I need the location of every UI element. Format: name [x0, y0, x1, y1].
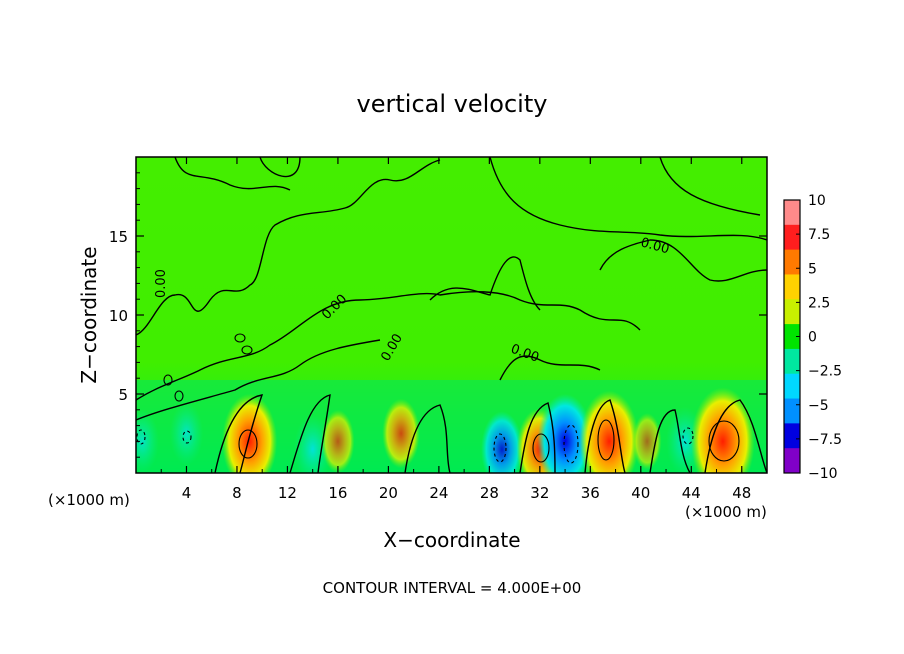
x-tick-label: 8 — [232, 484, 242, 502]
velocity-cells — [136, 387, 755, 473]
colorbar-swatch — [784, 324, 800, 350]
velocity-cell — [480, 411, 523, 473]
x-axis: 4 8 12 16 20 24 28 32 36 40 44 48 — [160, 157, 751, 502]
colorbar-swatch — [784, 398, 800, 424]
colorbar-swatch — [784, 348, 800, 375]
velocity-cell — [579, 390, 640, 473]
x-tick-label: 12 — [278, 484, 297, 502]
contour-label: 0.00 — [154, 269, 169, 298]
y-axis-label: Z−coordinate — [77, 246, 101, 383]
contour-interval-note: CONTOUR INTERVAL = 4.000E+00 — [323, 579, 582, 597]
x-tick-label: 40 — [631, 484, 650, 502]
colorbar-label: 2.5 — [808, 295, 830, 311]
colorbar: 10 7.5 5 2.5 0 −2.5 −5 −7.5 −10 — [783, 193, 842, 482]
colorbar-label: 0 — [808, 330, 817, 346]
velocity-cell — [382, 398, 420, 469]
x-tick-label: 44 — [682, 484, 701, 502]
colorbar-swatch — [784, 423, 800, 449]
colorbar-label: 10 — [808, 193, 826, 209]
colorbar-swatch — [784, 448, 800, 474]
plot-area: 0.00 0.00 0.00 0.00 0.00 — [136, 157, 767, 473]
colorbar-swatch — [784, 224, 800, 251]
colorbar-swatch — [784, 249, 800, 275]
x-tick-label: 28 — [480, 484, 499, 502]
y-tick-label: 15 — [109, 228, 128, 246]
chart-title: vertical velocity — [357, 90, 548, 118]
x-tick-label: 4 — [182, 484, 192, 502]
colorbar-label: −2.5 — [808, 364, 842, 380]
contour-label: 0.00 — [639, 235, 671, 257]
colorbar-label: −5 — [808, 398, 829, 414]
velocity-cell — [169, 401, 204, 466]
velocity-cell — [537, 393, 593, 473]
x-tick-label: 24 — [429, 484, 448, 502]
velocity-cell — [690, 387, 755, 473]
y-axis: 5 10 15 — [109, 172, 767, 458]
colorbar-label: 7.5 — [808, 227, 830, 243]
velocity-cell — [632, 413, 662, 470]
colorbar-label: 5 — [808, 261, 817, 277]
colorbar-swatch — [784, 274, 800, 300]
x-axis-label: X−coordinate — [383, 528, 520, 552]
x-tick-label: 36 — [581, 484, 600, 502]
colorbar-swatch — [784, 373, 800, 400]
velocity-cell — [293, 414, 332, 473]
colorbar-swatch — [784, 299, 800, 325]
contour-lines — [136, 157, 767, 473]
y-tick-label: 5 — [118, 386, 128, 404]
x-unit-label-right: (×1000 m) — [685, 503, 767, 521]
x-unit-label-left: (×1000 m) — [48, 491, 130, 509]
velocity-cell — [321, 409, 355, 473]
colorbar-label: −10 — [808, 466, 838, 482]
x-tick-label: 48 — [732, 484, 751, 502]
x-tick-label: 20 — [379, 484, 398, 502]
y-tick-label: 10 — [109, 307, 128, 325]
x-tick-label: 32 — [530, 484, 549, 502]
colorbar-swatch — [784, 200, 800, 226]
contour-hole-outlines — [136, 333, 740, 464]
colorbar-label: −7.5 — [808, 432, 842, 448]
x-tick-label: 16 — [328, 484, 347, 502]
velocity-cell — [221, 393, 278, 473]
velocity-cell — [136, 409, 159, 473]
